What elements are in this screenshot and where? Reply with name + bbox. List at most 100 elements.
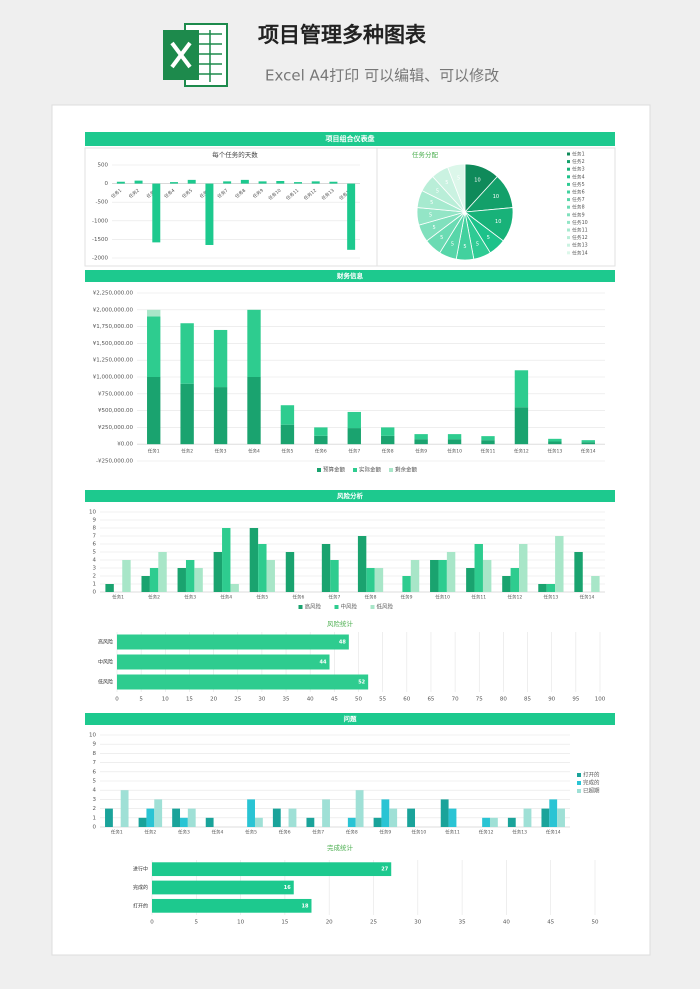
bar: [482, 817, 490, 827]
bar: [240, 179, 249, 184]
x-tick-label: 任务10: [435, 594, 450, 601]
x-tick-label: 20: [210, 697, 217, 703]
y-tick-label: 4: [93, 788, 97, 794]
x-tick-label: 任务9: [379, 829, 391, 836]
bar-segment: [381, 427, 395, 436]
bar: [105, 808, 113, 827]
x-tick-label: 任务12: [514, 448, 529, 455]
page-title: 项目管理多种图表: [258, 23, 427, 47]
bar-segment: [314, 435, 328, 445]
x-tick-label: 任务3: [178, 829, 190, 836]
bar: [254, 817, 263, 827]
y-tick-label: 8: [93, 526, 97, 532]
x-tick-label: 45: [331, 697, 338, 703]
y-tick-label: ¥250,000.00: [98, 425, 133, 431]
bar: [294, 182, 302, 184]
bar-segment: [548, 438, 562, 442]
bar: [288, 808, 297, 827]
bar: [557, 808, 565, 827]
x-tick-label: 任务12: [507, 594, 522, 601]
bar: [149, 568, 159, 592]
bar: [223, 181, 232, 184]
bar: [502, 576, 511, 592]
legend-label: 高风险: [305, 603, 322, 611]
panel-border: [84, 147, 616, 267]
icon-x: [170, 41, 192, 69]
page-subtitle: Excel A4打印 可以编辑、可以修改: [265, 67, 499, 85]
bar: [247, 799, 255, 827]
y-tick-label: -1000: [92, 218, 108, 224]
legend-label: 任务13: [572, 242, 588, 249]
data-label: 5: [463, 244, 466, 250]
bar: [510, 568, 520, 592]
bar-segment: [213, 387, 228, 445]
bar-segment: [414, 439, 428, 445]
bar: [213, 552, 223, 592]
bar-segment: [280, 405, 295, 425]
bar: [194, 568, 203, 592]
x-tick-label: 任务10: [412, 829, 427, 836]
bar: [258, 181, 267, 184]
x-tick-label: 任务9: [415, 448, 427, 455]
x-tick-label: 任务8: [365, 594, 377, 601]
bar-segment: [314, 427, 328, 436]
bar: [440, 799, 449, 827]
bar-segment: [180, 323, 194, 384]
bar: [152, 183, 161, 243]
bar: [374, 568, 384, 592]
legend-label: 预算金额: [323, 466, 346, 474]
bar-segment: [414, 434, 428, 440]
x-tick-label: 任务3: [184, 594, 196, 601]
y-tick-label: 完成的: [133, 884, 148, 891]
legend-swatch: [567, 190, 570, 194]
bar-segment: [381, 435, 395, 445]
chart-title: 任务分配: [412, 150, 439, 159]
bar: [258, 544, 267, 592]
x-tick-label: 0: [150, 920, 154, 926]
banner: [85, 490, 615, 502]
bar-segment: [514, 370, 529, 408]
x-tick-label: 70: [452, 697, 459, 703]
data-label: 5: [451, 242, 454, 248]
x-tick-label: 任务2: [181, 448, 193, 455]
y-tick-label: ¥2,000,000.00: [93, 307, 134, 313]
x-tick-label: 40: [503, 920, 510, 926]
bar: [311, 181, 320, 184]
x-tick-label: 任务4: [220, 594, 232, 601]
legend-label: 低风险: [377, 603, 394, 611]
y-tick-label: ¥1,250,000.00: [93, 358, 134, 364]
bar: [407, 808, 416, 827]
data-label: 5: [440, 235, 443, 241]
legend-label: 任务1: [572, 151, 585, 158]
x-tick-label: 25: [234, 697, 241, 703]
bar: [117, 634, 349, 650]
legend-swatch: [577, 773, 581, 777]
y-tick-label: 9: [93, 742, 97, 748]
y-tick-label: 2: [93, 806, 97, 812]
data-label: 5: [476, 242, 479, 248]
x-tick-label: 0: [115, 697, 119, 703]
bar: [523, 808, 532, 827]
legend-swatch: [370, 605, 375, 609]
bar: [134, 180, 143, 184]
y-tick-label: 低风险: [98, 679, 113, 686]
data-label: 16: [284, 885, 291, 891]
x-tick-label: 60: [403, 697, 410, 703]
bar: [122, 560, 131, 592]
bar: [185, 560, 195, 592]
bar: [507, 817, 516, 827]
legend-label: 任务11: [572, 227, 588, 234]
data-label: 44: [320, 660, 327, 666]
bar: [187, 808, 196, 827]
bar: [591, 576, 600, 592]
bar: [355, 790, 364, 827]
bar-segment: [347, 428, 361, 445]
bar-segment: [481, 436, 495, 441]
x-tick-label: 任务9: [401, 594, 413, 601]
legend-swatch: [353, 468, 357, 472]
bar-segment: [581, 440, 595, 443]
y-tick-label: ¥1,750,000.00: [93, 324, 134, 330]
x-tick-label: 75: [476, 697, 483, 703]
y-tick-label: 1: [93, 582, 97, 588]
bar: [448, 808, 457, 827]
